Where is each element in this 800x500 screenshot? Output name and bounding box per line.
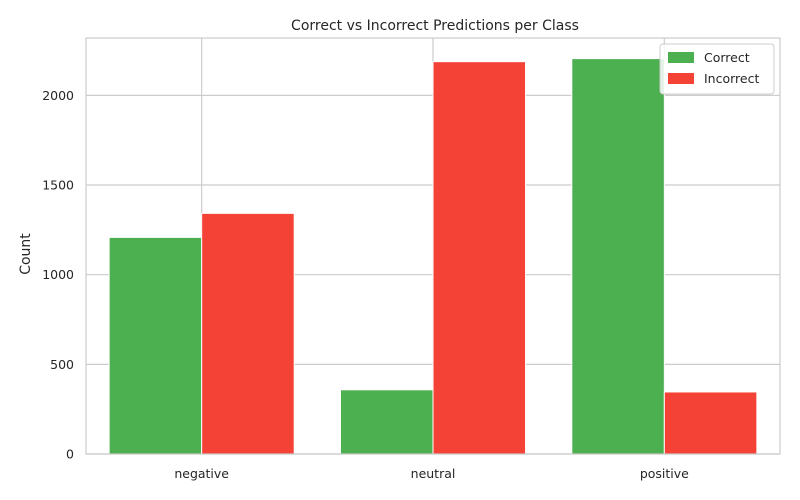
x-tick-label-neutral: neutral bbox=[411, 466, 456, 481]
chart-title: Correct vs Incorrect Predictions per Cla… bbox=[291, 18, 579, 34]
legend-label-incorrect: Incorrect bbox=[704, 71, 759, 86]
bar-correct-positive bbox=[571, 58, 665, 455]
y-tick-label: 2000 bbox=[42, 88, 74, 103]
bar-correct-neutral bbox=[339, 389, 434, 455]
legend-label-correct: Correct bbox=[704, 50, 750, 65]
x-tick-labels: negative neutral positive bbox=[174, 466, 689, 481]
bar-incorrect-neutral bbox=[432, 61, 527, 455]
legend: Correct Incorrect bbox=[659, 43, 775, 95]
y-tick-label: 1500 bbox=[42, 178, 74, 193]
y-tick-label: 0 bbox=[66, 447, 74, 462]
bar-correct-negative bbox=[108, 236, 203, 455]
y-tick-label: 500 bbox=[50, 357, 74, 372]
legend-swatch-correct bbox=[668, 52, 694, 63]
y-tick-label: 1000 bbox=[42, 267, 74, 282]
y-tick-labels: 0 500 1000 1500 2000 bbox=[42, 88, 74, 462]
bar-incorrect-negative bbox=[201, 212, 295, 455]
x-tick-label-positive: positive bbox=[640, 466, 689, 481]
x-tick-label-negative: negative bbox=[174, 466, 229, 481]
plot-frame bbox=[85, 37, 781, 455]
bar-incorrect-positive bbox=[663, 391, 758, 455]
legend-swatch-incorrect bbox=[668, 73, 694, 84]
bars bbox=[108, 58, 758, 455]
y-axis-label: Count bbox=[18, 233, 34, 275]
